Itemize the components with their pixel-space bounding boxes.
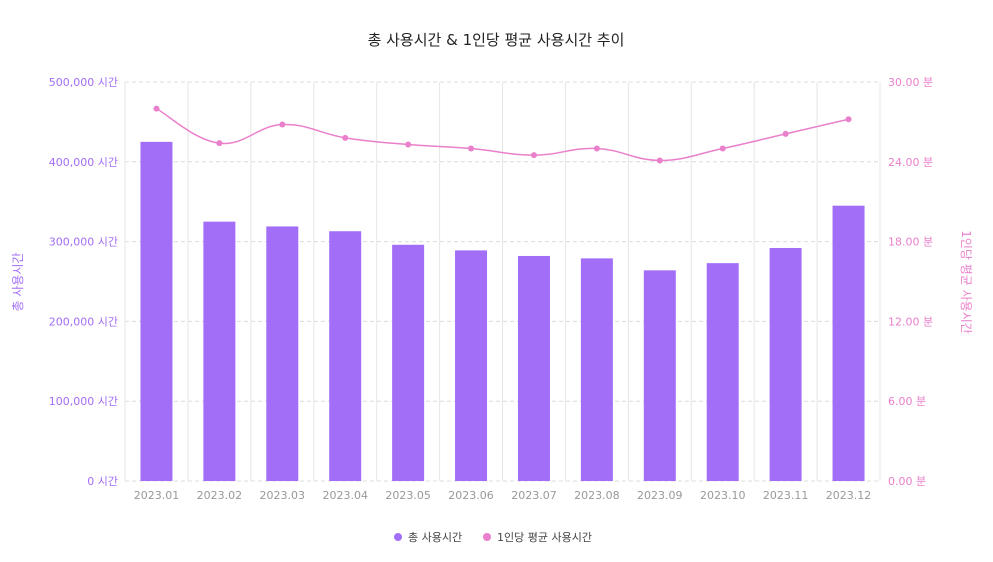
x-axis-tick-label: 2023.04 <box>322 489 368 502</box>
x-axis-tick-label: 2023.07 <box>511 489 557 502</box>
line-point <box>405 141 412 148</box>
bar <box>455 250 488 481</box>
right-axis-tick-label: 12.00 분 <box>888 315 933 328</box>
right-axis-title: 1인당 평균 사용시간 <box>959 230 973 334</box>
line-point <box>530 152 537 159</box>
line-point <box>342 134 349 141</box>
x-axis-tick-label: 2023.12 <box>826 489 872 502</box>
line-point <box>845 116 852 123</box>
bar <box>392 244 425 481</box>
left-axis: 0 시간 100,000 시간 200,000 시간 300,000 시간 400,00… <box>49 76 118 488</box>
bar <box>266 226 299 481</box>
left-axis-title: 총 사용시간 <box>11 252 25 311</box>
bar <box>832 205 865 481</box>
legend-label-bar: 총 사용시간 <box>408 531 462 544</box>
legend-item-bar[interactable]: 총 사용시간 <box>394 531 462 544</box>
right-axis-tick-label: 18.00 분 <box>888 236 933 249</box>
legend: 총 사용시간 1인당 평균 사용시간 <box>394 531 592 544</box>
legend-marker-bar <box>394 533 402 541</box>
x-axis-tick-label: 2023.10 <box>700 489 746 502</box>
chart-title: 총 사용시간 & 1인당 평균 사용시간 추이 <box>368 31 625 49</box>
right-axis-tick-label: 0.00 분 <box>888 475 926 488</box>
left-axis-tick-label: 400,000 시간 <box>49 156 118 169</box>
x-axis-tick-label: 2023.03 <box>260 489 306 502</box>
x-axis-tick-label: 2023.05 <box>385 489 431 502</box>
bar-series <box>140 141 865 481</box>
x-axis-tick-label: 2023.06 <box>448 489 494 502</box>
average-time-line <box>156 107 849 162</box>
legend-marker-line <box>483 533 491 541</box>
x-axis-tick-label: 2023.11 <box>763 489 809 502</box>
x-axis-tick-label: 2023.01 <box>134 489 180 502</box>
right-axis: 0.00 분 6.00 분 12.00 분 18.00 분 24.00 분 30.00 분 <box>888 76 933 488</box>
right-axis-tick-label: 30.00 분 <box>888 76 933 89</box>
legend-item-line[interactable]: 1인당 평균 사용시간 <box>483 531 592 544</box>
line-point <box>782 130 789 137</box>
grid-layer <box>124 81 881 482</box>
bar <box>203 221 236 481</box>
line-point <box>468 145 475 152</box>
line-point <box>719 145 726 152</box>
line-point <box>153 105 160 112</box>
left-axis-tick-label: 300,000 시간 <box>49 236 118 249</box>
line-point <box>656 157 663 164</box>
right-axis-tick-label: 24.00 분 <box>888 156 933 169</box>
left-axis-tick-label: 200,000 시간 <box>49 315 118 328</box>
right-axis-tick-label: 6.00 분 <box>888 395 926 408</box>
left-axis-tick-label: 100,000 시간 <box>49 395 118 408</box>
bar <box>140 141 173 481</box>
x-axis-tick-label: 2023.08 <box>574 489 620 502</box>
left-axis-tick-label: 500,000 시간 <box>49 76 118 89</box>
line-series <box>153 105 852 164</box>
legend-label-line: 1인당 평균 사용시간 <box>497 531 592 544</box>
bar <box>517 255 550 481</box>
bar <box>329 231 362 481</box>
left-axis-tick-label: 0 시간 <box>87 475 118 488</box>
x-axis: 2023.01 2023.02 2023.03 2023.04 2023.05 2023.… <box>134 489 872 502</box>
x-axis-tick-label: 2023.09 <box>637 489 683 502</box>
bar <box>769 247 802 481</box>
line-point <box>279 121 286 128</box>
line-point <box>593 145 600 152</box>
line-point <box>216 140 223 147</box>
x-axis-tick-label: 2023.02 <box>197 489 243 502</box>
bar <box>643 270 676 481</box>
bar <box>580 258 613 481</box>
bar <box>706 263 739 481</box>
